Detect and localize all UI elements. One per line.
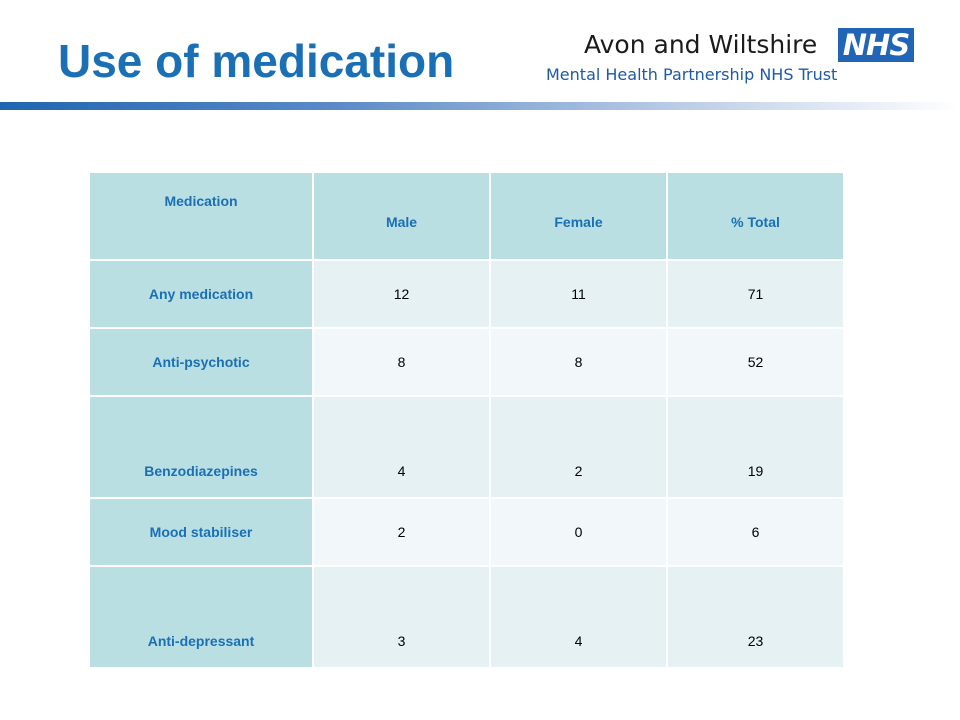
row-medication-name: Benzodiazepines [88, 395, 314, 499]
header-divider [0, 102, 960, 110]
logo-subtitle: Mental Health Partnership NHS Trust [546, 65, 838, 84]
cell-female: 0 [489, 497, 668, 567]
cell-male: 12 [312, 259, 491, 329]
medication-table: Medication Male Female % Total Any medic… [88, 171, 845, 669]
cell-male: 2 [312, 497, 491, 567]
row-medication-name: Any medication [88, 259, 314, 329]
cell-female: 2 [489, 395, 668, 499]
header-medication: Medication [88, 171, 314, 261]
cell-total: 71 [666, 259, 845, 329]
cell-male: 3 [312, 565, 491, 669]
table-row: Anti-psychotic 8 8 52 [88, 327, 845, 397]
row-medication-name: Anti-psychotic [88, 327, 314, 397]
cell-total: 52 [666, 327, 845, 397]
header-total: % Total [666, 171, 845, 261]
cell-total: 19 [666, 395, 845, 499]
logo-org-name: Avon and Wiltshire [584, 30, 818, 59]
row-medication-name: Anti-depressant [88, 565, 314, 669]
cell-male: 4 [312, 395, 491, 499]
medication-table-container: Medication Male Female % Total Any medic… [88, 171, 845, 669]
table-row: Anti-depressant 3 4 23 [88, 565, 845, 669]
trust-logo: Avon and Wiltshire NHS Mental Health Par… [546, 24, 918, 86]
cell-female: 8 [489, 327, 668, 397]
table-header-row: Medication Male Female % Total [88, 171, 845, 261]
table-row: Mood stabiliser 2 0 6 [88, 497, 845, 567]
cell-female: 4 [489, 565, 668, 669]
cell-total: 23 [666, 565, 845, 669]
nhs-logo-badge: NHS [838, 28, 914, 62]
table-row: Any medication 12 11 71 [88, 259, 845, 329]
header-male: Male [312, 171, 491, 261]
cell-male: 8 [312, 327, 491, 397]
header-female: Female [489, 171, 668, 261]
table-row: Benzodiazepines 4 2 19 [88, 395, 845, 499]
cell-total: 6 [666, 497, 845, 567]
row-medication-name: Mood stabiliser [88, 497, 314, 567]
cell-female: 11 [489, 259, 668, 329]
slide-title: Use of medication [58, 35, 455, 87]
